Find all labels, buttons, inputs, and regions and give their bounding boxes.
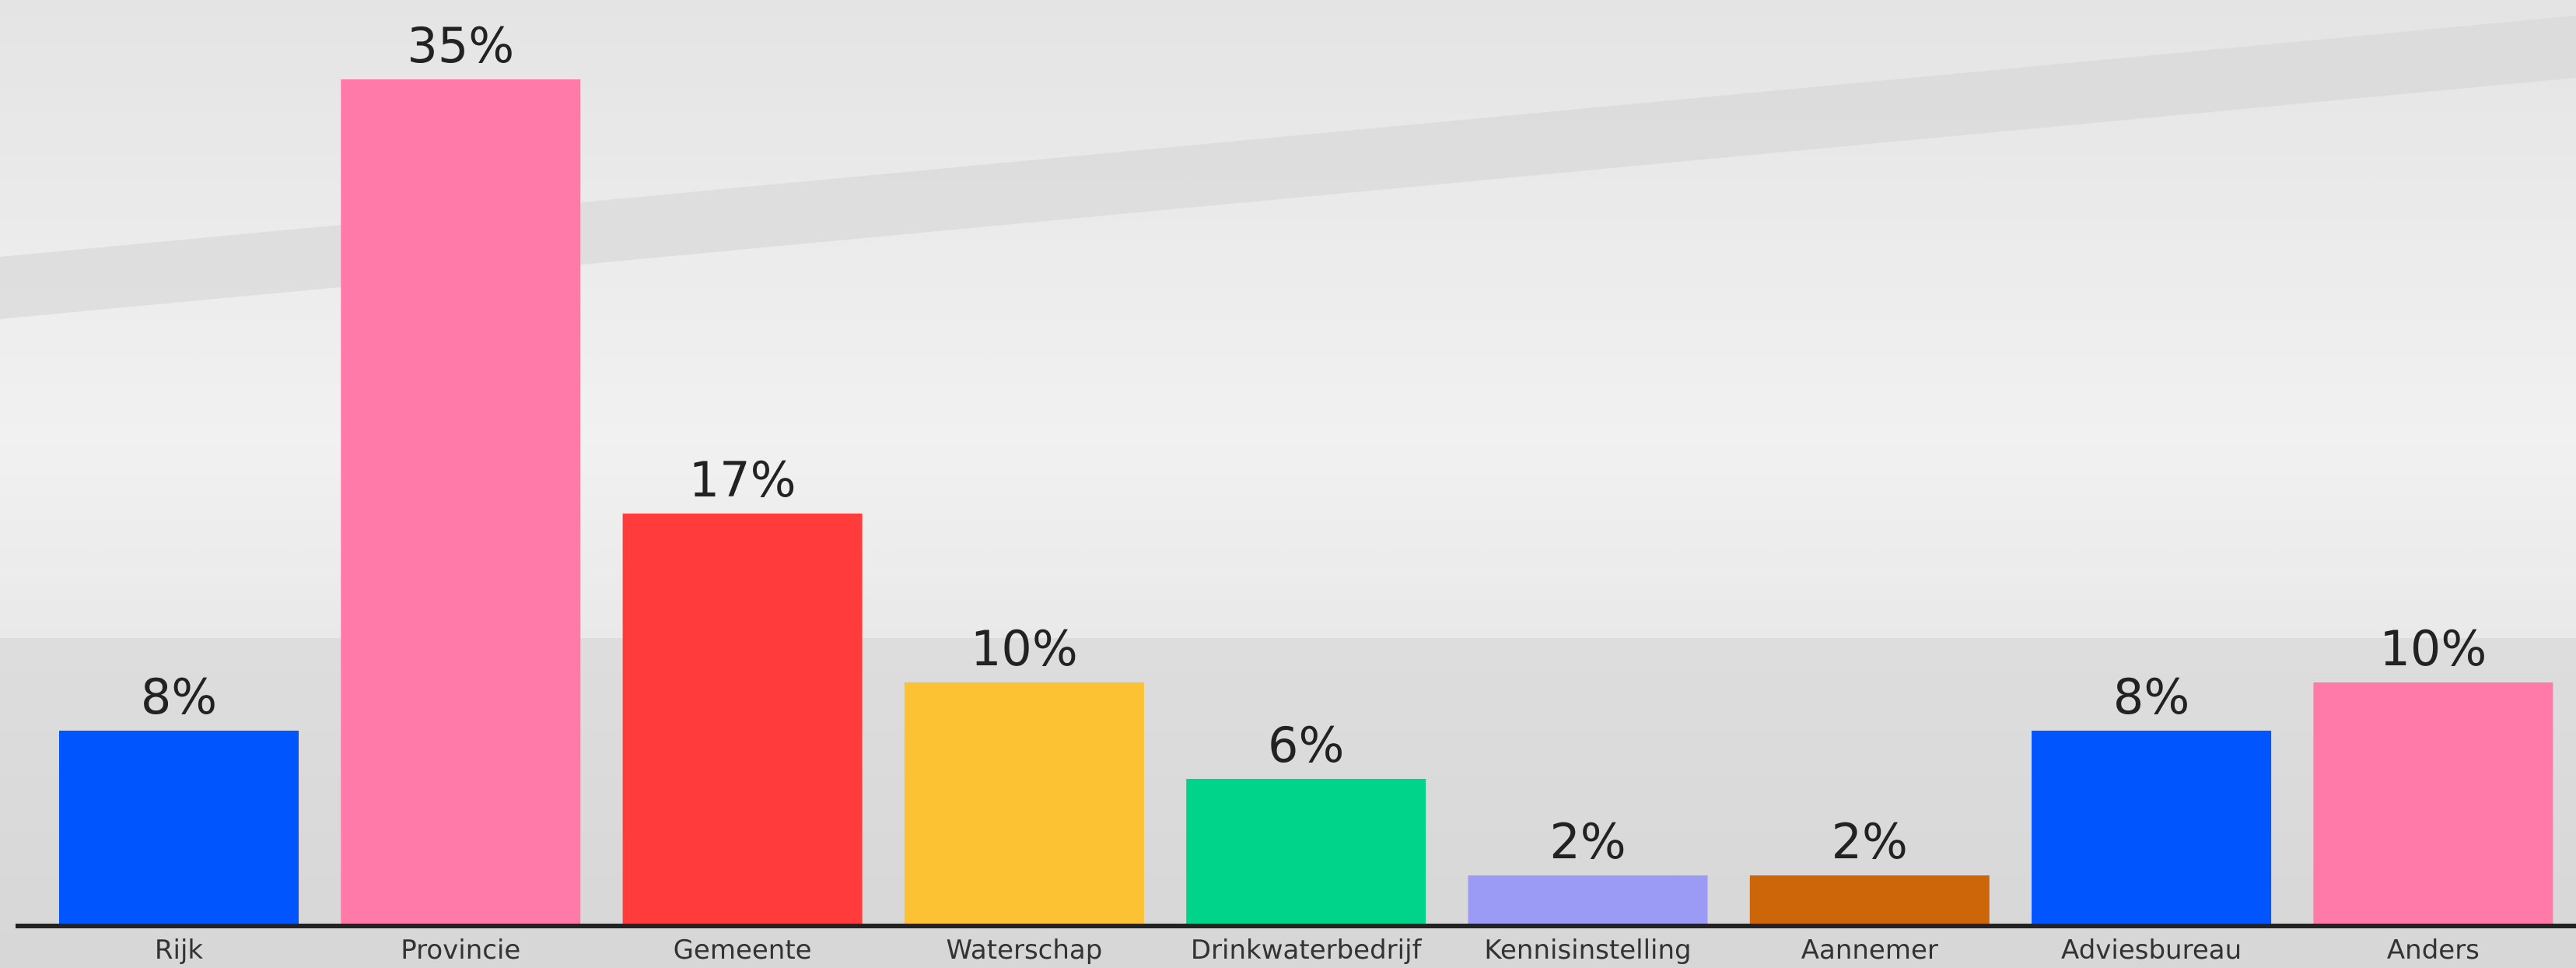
value-label: 10% (971, 620, 1078, 677)
chart: 8% Rijk 35% Provincie 17% Gemeente 10% Watersch… (0, 0, 2576, 968)
page: 8% Rijk 35% Provincie 17% Gemeente 10% Watersch… (0, 0, 2576, 968)
bar (2032, 731, 2271, 924)
value-label: 17% (689, 451, 796, 508)
category-label: Adviesbureau (2061, 935, 2242, 966)
category-label: Waterschap (946, 935, 1102, 966)
value-label: 2% (1832, 813, 1908, 870)
category-label: Provincie (401, 935, 520, 966)
bar (2313, 682, 2553, 924)
category-label: Gemeente (674, 935, 812, 966)
category-label: Kennisinstelling (1484, 935, 1691, 966)
bar (1468, 875, 1708, 924)
bar (623, 514, 863, 924)
bar (905, 682, 1144, 924)
category-label: Rijk (155, 935, 204, 966)
category-label: Aannemer (1801, 935, 1938, 966)
value-label: 8% (141, 668, 217, 725)
value-label: 6% (1268, 717, 1344, 773)
category-label: Drinkwaterbedrijf (1191, 935, 1423, 966)
value-label: 10% (2379, 620, 2487, 677)
value-label: 35% (407, 17, 514, 74)
category-label: Anders (2387, 935, 2480, 966)
bar (1186, 779, 1426, 924)
bar (341, 79, 580, 924)
bar (1750, 875, 1990, 924)
bar (59, 731, 299, 924)
value-label: 8% (2113, 668, 2189, 725)
value-label: 2% (1549, 813, 1626, 870)
